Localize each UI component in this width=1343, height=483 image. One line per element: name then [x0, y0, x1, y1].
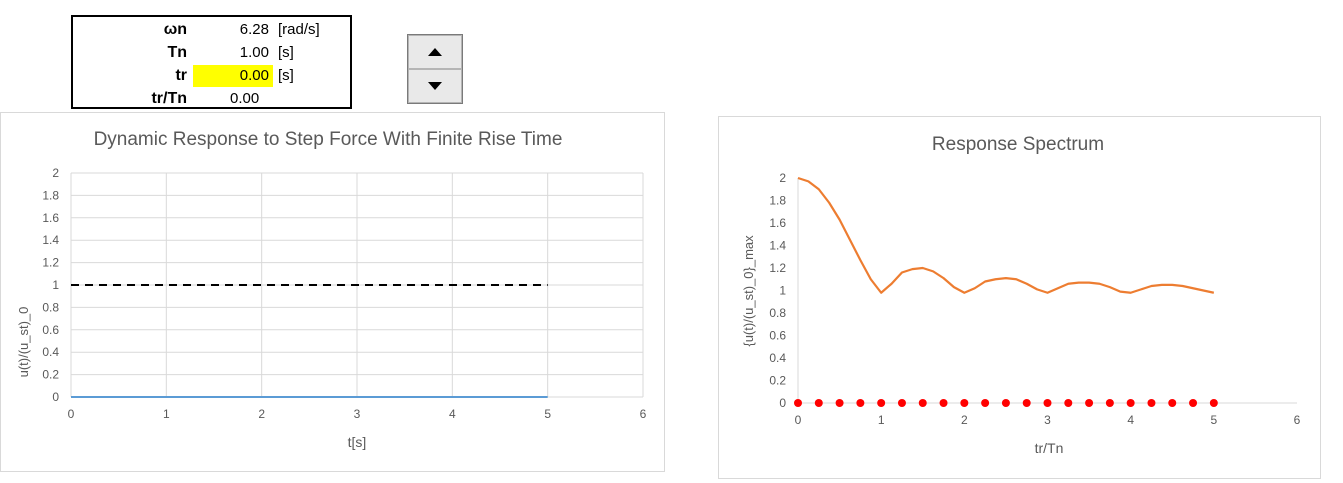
spectrum-marker: [918, 399, 927, 407]
spectrum-marker: [1209, 399, 1218, 407]
x-tick-label: 5: [1210, 413, 1217, 427]
x-tick-label: 2: [961, 413, 968, 427]
y-tick-label: 0.8: [769, 306, 786, 320]
spectrum-marker: [1126, 399, 1135, 407]
y-tick-label: 0.6: [769, 329, 786, 343]
x-tick-label: 0: [795, 413, 802, 427]
spectrum-marker: [856, 399, 865, 407]
dynamic-response-chart[interactable]: Dynamic Response to Step Force With Fini…: [0, 112, 665, 472]
param-label: tr: [175, 67, 187, 84]
spectrum-marker: [835, 399, 844, 407]
param-label: tr/Tn: [151, 90, 187, 107]
y-tick-label: 0: [52, 390, 59, 404]
y-tick-label: 1.8: [769, 194, 786, 208]
chart-title: Dynamic Response to Step Force With Fini…: [94, 129, 563, 150]
param-value[interactable]: 1.00: [239, 44, 269, 61]
spectrum-marker: [1085, 399, 1094, 407]
x-tick-label: 1: [163, 407, 170, 421]
x-tick-label: 6: [1294, 413, 1301, 427]
x-axis-label: tr/Tn: [1035, 440, 1064, 456]
spectrum-marker: [814, 399, 823, 407]
param-value: 0.00: [230, 90, 260, 107]
param-row-omega-n: ωn 6.28 [rad/s]: [73, 19, 350, 42]
y-tick-label: 0.2: [42, 368, 59, 382]
spectrum-line: [797, 176, 1215, 294]
dynamic-response-svg: Dynamic Response to Step Force With Fini…: [16, 129, 647, 450]
y-tick-label: 2: [779, 171, 786, 185]
spectrum-marker: [1147, 399, 1156, 407]
spectrum-marker: [1001, 399, 1010, 407]
x-tick-label: 1: [878, 413, 885, 427]
spectrum-marker: [1105, 399, 1114, 407]
spin-down-button[interactable]: [408, 69, 462, 103]
x-tick-label: 3: [1044, 413, 1051, 427]
y-tick-label: 1.6: [769, 216, 786, 230]
spectrum-marker: [1168, 399, 1177, 407]
spectrum-marker: [960, 399, 969, 407]
response-spectrum-svg: Response Spectrum tr/Tn {u(t)/(u_st)_0}_…: [741, 134, 1301, 456]
y-tick-label: 1: [779, 284, 786, 298]
y-tick-label: 1.4: [42, 233, 59, 247]
spectrum-marker: [897, 399, 906, 407]
triangle-up-icon: [428, 48, 442, 56]
x-tick-label: 4: [1127, 413, 1134, 427]
y-tick-label: 1.2: [769, 261, 786, 275]
spectrum-marker: [1022, 399, 1031, 407]
x-tick-label: 5: [544, 407, 551, 421]
y-tick-label: 0.8: [42, 300, 59, 314]
y-tick-label: 0.4: [769, 351, 786, 365]
param-label: ωn: [163, 21, 187, 38]
y-tick-label: 1.8: [42, 188, 59, 202]
y-tick-label: 1: [52, 278, 59, 292]
param-label: Tn: [167, 44, 187, 61]
y-tick-label: 0.2: [769, 374, 786, 388]
triangle-down-icon: [428, 82, 442, 90]
spin-up-button[interactable]: [408, 35, 462, 69]
x-tick-label: 0: [68, 407, 75, 421]
y-axis-label: u(t)/(u_st)_0: [16, 307, 31, 378]
spectrum-marker: [981, 399, 990, 407]
param-unit: [rad/s]: [278, 21, 320, 38]
response-spectrum-chart[interactable]: Response Spectrum tr/Tn {u(t)/(u_st)_0}_…: [718, 116, 1321, 479]
spectrum-marker: [1189, 399, 1198, 407]
spectrum-marker: [794, 399, 802, 407]
x-tick-label: 6: [640, 407, 647, 421]
spectrum-marker: [877, 399, 886, 407]
x-tick-label: 4: [449, 407, 456, 421]
y-axis-label: {u(t)/(u_st)_0}_max: [741, 235, 756, 347]
spectrum-marker: [1043, 399, 1052, 407]
param-row-tr: tr 0.00 [s]: [73, 65, 350, 88]
y-tick-label: 1.6: [42, 211, 59, 225]
chart-title: Response Spectrum: [932, 134, 1104, 155]
y-tick-label: 1.2: [42, 256, 59, 270]
param-row-tn: Tn 1.00 [s]: [73, 42, 350, 65]
y-tick-label: 0: [779, 396, 786, 410]
spectrum-marker: [939, 399, 948, 407]
rise-time-spinner: [407, 34, 463, 104]
param-row-tr-tn: tr/Tn 0.00: [73, 88, 350, 111]
parameter-table: ωn 6.28 [rad/s] Tn 1.00 [s] tr 0.00 [s] …: [71, 15, 352, 109]
x-axis-label: t[s]: [348, 434, 367, 450]
x-tick-label: 2: [258, 407, 265, 421]
x-tick-label: 3: [354, 407, 361, 421]
spectrum-marker: [1064, 399, 1073, 407]
y-tick-label: 0.4: [42, 345, 59, 359]
y-tick-label: 1.4: [769, 239, 786, 253]
param-unit: [s]: [278, 44, 294, 61]
y-tick-label: 0.6: [42, 323, 59, 337]
rise-time-input[interactable]: 0.00: [193, 65, 273, 87]
param-value[interactable]: 6.28: [239, 21, 269, 38]
y-tick-label: 2: [52, 166, 59, 180]
param-unit: [s]: [278, 67, 294, 84]
